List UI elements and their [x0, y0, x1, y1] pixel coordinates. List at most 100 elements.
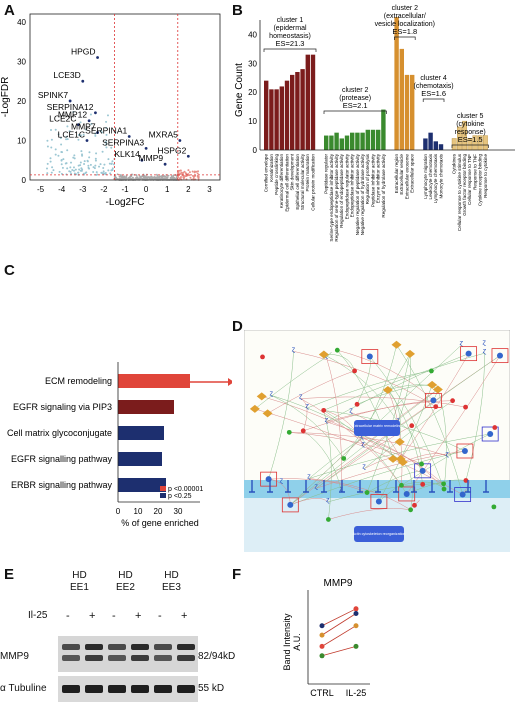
volcano-x-tick: -4: [58, 185, 66, 194]
cluster-category-label: Cellular response to cytokine stimulus: [457, 153, 462, 231]
pathway-node-dot: [463, 404, 468, 410]
cluster-category-label: Protein maturation: [305, 154, 310, 192]
gene-label: MMP7: [71, 122, 96, 132]
volcano-point-down: [110, 146, 113, 149]
receptor: [321, 480, 327, 493]
gene-label: LCE1C: [58, 129, 85, 139]
cluster-category-label: Lymphocyte chemotaxis: [433, 153, 438, 203]
treatment-sign: -: [112, 610, 116, 622]
volcano-point-up: [187, 169, 190, 172]
gene-label: SPINK7: [38, 90, 69, 100]
cluster-category-label: Extracellular vesicle: [399, 154, 404, 195]
pathway-node-enzyme: [427, 380, 438, 389]
pathway-node-glyph: ɀ: [292, 346, 296, 353]
pathway-node-glyph: ɀ: [361, 441, 365, 448]
volcano-x-tick: 2: [186, 185, 191, 194]
band-series: [319, 606, 359, 659]
volcano-point-down: [94, 159, 97, 162]
band-x-ctrl: CTRL: [310, 688, 334, 698]
volcano-point-down: [105, 126, 108, 129]
volcano-point: [114, 177, 117, 179]
pathway-edge: [401, 481, 445, 490]
receptor: [483, 480, 489, 493]
volcano-point-down: [107, 158, 110, 161]
cluster-bar: [339, 138, 344, 150]
pathway-edge: [300, 396, 466, 408]
volcano-point: [114, 175, 117, 178]
volcano-point-down: [111, 167, 114, 170]
volcano-point-down: [89, 163, 92, 166]
gene-label: LCE2C: [49, 114, 76, 124]
cluster-category-label: Regulation of proteolysis: [365, 153, 370, 204]
band-point-ctrl: [319, 623, 325, 629]
band-title: MMP9: [324, 578, 353, 589]
volcano-point-down: [107, 169, 110, 172]
cluster-category-label: Extracellular region: [394, 154, 399, 194]
volcano-point-up: [197, 170, 200, 173]
sample-label: HD EE1: [70, 570, 89, 593]
volcano-point-down: [80, 150, 83, 153]
volcano-point-up: [196, 172, 199, 175]
cluster-es: ES=2.1: [343, 101, 368, 110]
enrichment-bar-chart: ECM remodeling EGFR signaling via PIP3 Cel…: [7, 362, 232, 528]
volcano-point-up: [193, 171, 196, 174]
pathway-node-dot: [420, 481, 426, 487]
cluster-category-label: Monocyte chemotaxis: [438, 153, 443, 198]
mmp9-band-upper: [154, 644, 172, 650]
panel-label-a: A: [4, 2, 15, 19]
volcano-point-down: [94, 157, 97, 160]
cluster-bar: [334, 132, 339, 150]
volcano-point-down: [109, 172, 112, 175]
pathway-node-dot: [463, 478, 469, 483]
cluster-bar: [269, 89, 274, 150]
receptor: [411, 480, 417, 493]
pathway-edge: [290, 498, 329, 506]
volcano-x-tick: -2: [100, 185, 108, 194]
volcano-x-tick: 3: [207, 185, 212, 194]
cluster-bar: [423, 138, 428, 150]
band-point-il25: [353, 623, 359, 629]
actin-text: Actin cytoskeleton reorganization: [353, 532, 406, 536]
volcano-point-down: [66, 138, 69, 141]
volcano-point: [143, 175, 146, 178]
pathway-nodes: ɀɀɀɀɀɀɀɀɀɀɀɀɀɀɀɀɀɀɀɀ: [249, 339, 509, 522]
volcano-point-up: [180, 171, 183, 174]
volcano-point-down: [50, 171, 53, 174]
pathway-node-enzyme: [256, 392, 267, 401]
cluster-title: cluster 2: [392, 5, 419, 12]
pathway-node-glyph: ɀ: [299, 394, 303, 401]
volcano-point-down: [89, 113, 92, 116]
pathway-node-dot: [419, 461, 425, 467]
panel-label-d: D: [232, 318, 243, 335]
enrichment-label: EGFR signalling pathway: [11, 454, 113, 464]
volcano-point-down: [60, 163, 63, 166]
volcano-point: [160, 176, 163, 179]
pathway-node-glyph: ɀ: [483, 348, 487, 355]
volcano-point-up: [182, 171, 185, 174]
cluster-bar: [376, 129, 381, 150]
cluster-category-label: Structural molecular activity: [300, 153, 305, 210]
band-y-label-2: A.U.: [292, 633, 302, 651]
gene-label: SERPINA12: [47, 102, 94, 112]
cluster-category-label: Response to TNF: [472, 154, 477, 190]
enrichment-label: EGFR signaling via PIP3: [13, 402, 112, 412]
cluster-category-label: Extracellular exosome: [404, 154, 409, 200]
pathway-node-dot: [408, 507, 414, 513]
volcano-point-down: [62, 158, 65, 161]
cluster-bar: [264, 80, 269, 150]
band-point-ctrl: [319, 632, 325, 638]
pathway-edge: [303, 400, 434, 432]
pathway-edge: [267, 370, 355, 414]
cluster-title: (extracellular/: [384, 13, 426, 20]
pathway-node-glyph: ɀ: [270, 390, 274, 397]
volcano-point-down: [66, 167, 69, 170]
cluster-category-label: Keratinization: [269, 154, 274, 182]
volcano-x-label: -Log2FC: [106, 197, 145, 208]
volcano-x-tick: 0: [144, 185, 149, 194]
ecm-remodeling-node: [354, 420, 400, 436]
volcano-point-up: [177, 169, 180, 172]
pathway-node-dot: [492, 425, 498, 430]
volcano-point-down: [87, 166, 90, 169]
volcano-point-down: [60, 172, 63, 175]
cluster-category-label: Cellular response to TNF: [467, 154, 472, 205]
